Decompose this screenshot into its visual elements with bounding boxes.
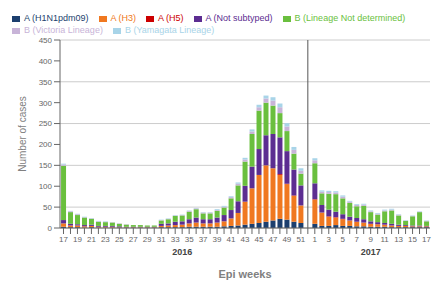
- svg-text:33: 33: [171, 235, 180, 244]
- svg-text:31: 31: [157, 235, 166, 244]
- svg-text:13: 13: [394, 235, 403, 244]
- svg-text:2017: 2017: [361, 247, 381, 257]
- svg-text:39: 39: [213, 235, 222, 244]
- svg-text:17: 17: [422, 235, 431, 244]
- svg-text:200: 200: [39, 140, 53, 149]
- svg-text:5: 5: [341, 235, 346, 244]
- svg-text:450: 450: [39, 36, 53, 45]
- svg-text:Number of cases: Number of cases: [17, 96, 28, 172]
- html-text:A (H1N1pdm09): A (H1N1pdm09): [24, 13, 89, 23]
- svg-text:19: 19: [73, 235, 82, 244]
- svg-text:7: 7: [354, 235, 359, 244]
- html-text:B (Victoria Lineage): B (Victoria Lineage): [24, 25, 103, 35]
- svg-text:300: 300: [39, 99, 53, 108]
- svg-text:150: 150: [39, 161, 53, 170]
- svg-text:21: 21: [87, 235, 96, 244]
- svg-text:3: 3: [327, 235, 332, 244]
- svg-text:2016: 2016: [172, 247, 192, 257]
- svg-text:23: 23: [101, 235, 110, 244]
- svg-text:51: 51: [296, 235, 305, 244]
- svg-text:45: 45: [255, 235, 264, 244]
- svg-text:250: 250: [39, 119, 53, 128]
- svg-text:43: 43: [241, 235, 250, 244]
- svg-text:35: 35: [185, 235, 194, 244]
- html-text:B (Yamagata Lineage): B (Yamagata Lineage): [124, 25, 215, 35]
- svg-text:400: 400: [39, 57, 53, 66]
- svg-text:100: 100: [39, 182, 53, 191]
- svg-text:25: 25: [115, 235, 124, 244]
- svg-text:17: 17: [59, 235, 68, 244]
- svg-text:11: 11: [380, 235, 389, 244]
- html-text:A (Not subtyped): A (Not subtyped): [205, 13, 273, 23]
- svg-text:49: 49: [282, 235, 291, 244]
- svg-text:9: 9: [368, 235, 373, 244]
- svg-text:1: 1: [313, 235, 318, 244]
- html-text:B (Lineage Not determined): B (Lineage Not determined): [294, 13, 406, 23]
- svg-text:50: 50: [43, 203, 52, 212]
- svg-text:0: 0: [48, 224, 53, 233]
- svg-text:Epi weeks: Epi weeks: [218, 268, 271, 280]
- html-text:A (H3): A (H3): [110, 13, 136, 23]
- svg-text:47: 47: [268, 235, 277, 244]
- svg-text:27: 27: [129, 235, 138, 244]
- svg-text:29: 29: [143, 235, 152, 244]
- svg-text:350: 350: [39, 78, 53, 87]
- html-text:A (H5): A (H5): [158, 13, 184, 23]
- svg-text:41: 41: [227, 235, 236, 244]
- svg-text:15: 15: [408, 235, 417, 244]
- svg-text:37: 37: [199, 235, 208, 244]
